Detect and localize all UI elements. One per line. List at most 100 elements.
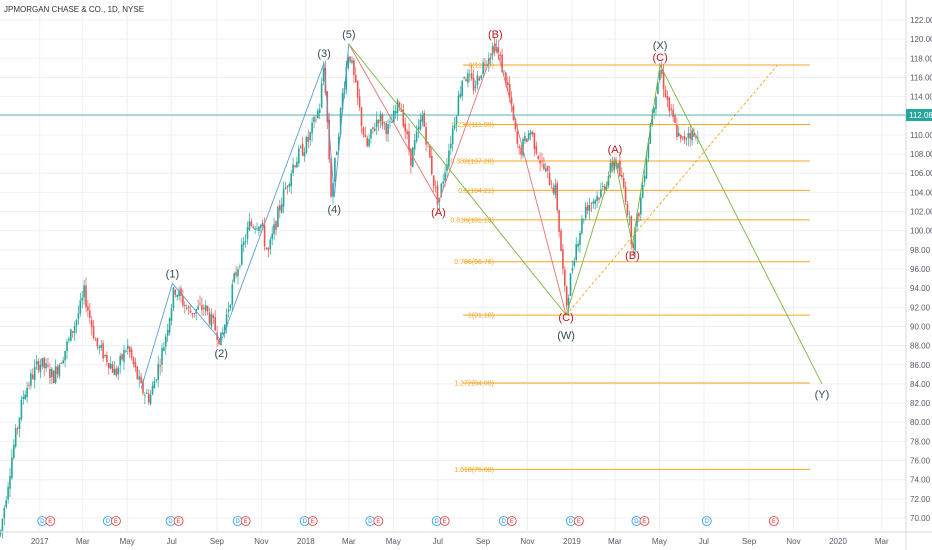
candle-body	[347, 57, 349, 69]
candle-body	[507, 82, 509, 85]
candle-body	[309, 132, 311, 141]
y-tick-label: 86.00	[910, 361, 931, 370]
candle-body	[117, 367, 120, 375]
fib-retracement: 0(117.3) 0.236(111.09) 0.382(107.28) 0.5(10…	[450, 63, 810, 474]
candle-body	[189, 310, 192, 313]
fib-level-label: 1.272(84.09)	[454, 381, 494, 388]
candle-body	[621, 174, 623, 178]
candle-body	[613, 161, 615, 171]
candle-body	[315, 119, 317, 121]
wave-label-y: (Y)	[815, 389, 830, 401]
candle-body	[43, 357, 45, 368]
x-tick-label: Nov	[254, 537, 268, 546]
candle-body	[123, 350, 125, 362]
candle-body	[444, 172, 446, 181]
candle-body	[668, 97, 671, 112]
candle-body	[689, 133, 691, 139]
candle-body	[609, 163, 612, 174]
candle-body	[299, 146, 302, 148]
candle-body	[54, 366, 57, 383]
candle-body	[1, 518, 4, 531]
fib-level-label: 0.786(96.76)	[454, 259, 494, 266]
candle-body	[541, 160, 543, 162]
candle-body	[461, 80, 463, 97]
candle-body	[510, 97, 513, 104]
event-badge-letter: E	[376, 519, 380, 525]
candle-body	[180, 288, 182, 297]
candle-body	[693, 132, 695, 137]
y-tick-label: 108.00	[910, 150, 932, 159]
candle-body	[336, 151, 338, 156]
candle-body	[136, 366, 139, 379]
candle-body	[301, 143, 304, 156]
fib-level-label: 0.236(111.09)	[451, 122, 494, 129]
y-tick-label: 96.00	[910, 265, 931, 274]
candle-body	[89, 310, 91, 318]
candle-body	[225, 314, 228, 328]
candle-body	[159, 365, 161, 367]
candle-body	[417, 126, 420, 130]
x-tick-label: Mar	[875, 537, 889, 546]
candle-body	[431, 155, 433, 175]
candle-body	[571, 268, 574, 271]
event-badge-letter: D	[368, 519, 373, 525]
abc-2018-wave-line	[348, 42, 567, 316]
candle-body	[334, 157, 336, 182]
candle-body	[550, 187, 553, 189]
candle-body	[499, 54, 501, 57]
candle-body	[296, 161, 298, 168]
candle-body	[355, 75, 357, 83]
abc-2019-wave-line	[565, 64, 661, 316]
candle-body	[87, 306, 89, 311]
event-badge-d	[701, 516, 712, 526]
candle-body	[203, 307, 205, 309]
x-tick-label: Nov	[520, 537, 534, 546]
candle-body	[368, 138, 370, 147]
wave-label-a-2019: (A)	[608, 144, 623, 156]
candle-body	[687, 133, 690, 138]
candle-body	[166, 329, 169, 336]
candle-body	[383, 122, 386, 124]
candle-body	[442, 181, 444, 184]
candle-body	[402, 109, 405, 127]
candle-body	[415, 131, 418, 142]
candle-body	[482, 62, 484, 74]
candle-body	[505, 72, 507, 85]
candle-body	[100, 345, 102, 348]
x-tick-label: Sep	[476, 537, 491, 546]
candle-body	[486, 64, 488, 66]
candle-body	[579, 232, 581, 246]
candle-body	[20, 399, 23, 420]
candle-body	[176, 295, 178, 297]
candle-body	[573, 260, 576, 266]
candle-body	[252, 226, 254, 228]
candle-body	[423, 112, 425, 127]
candle-body	[592, 201, 595, 204]
candle-body	[695, 136, 697, 138]
candle-body	[453, 124, 456, 129]
candle-body	[546, 165, 549, 171]
y-axis: 70.00 72.00 74.00 76.00 78.00 80.00 82.00 84.00…	[905, 0, 932, 550]
candle-body	[218, 339, 220, 344]
candle-body	[679, 134, 682, 139]
candle-body	[33, 366, 36, 381]
candle-body	[349, 56, 351, 62]
event-badge-letter: E	[642, 519, 646, 525]
candle-body	[362, 127, 365, 135]
fib-level-label: 0.5(104.21)	[458, 188, 494, 195]
candle-body	[155, 379, 158, 381]
candle-body	[109, 363, 112, 369]
event-badge-letter: D	[168, 519, 173, 525]
candle-body	[651, 115, 653, 124]
y-tick-label: 72.00	[910, 495, 931, 504]
y-tick-label: 100.00	[910, 227, 932, 236]
y-tick-label: 116.00	[910, 73, 932, 82]
y-tick-label: 114.00	[910, 93, 932, 102]
event-badge-letter: E	[577, 519, 581, 525]
candle-body	[660, 69, 663, 74]
candle-body	[174, 290, 177, 295]
candle-body	[52, 370, 55, 384]
wave-label-b-2019: (B)	[625, 250, 640, 262]
event-badge-letter: E	[48, 519, 52, 525]
